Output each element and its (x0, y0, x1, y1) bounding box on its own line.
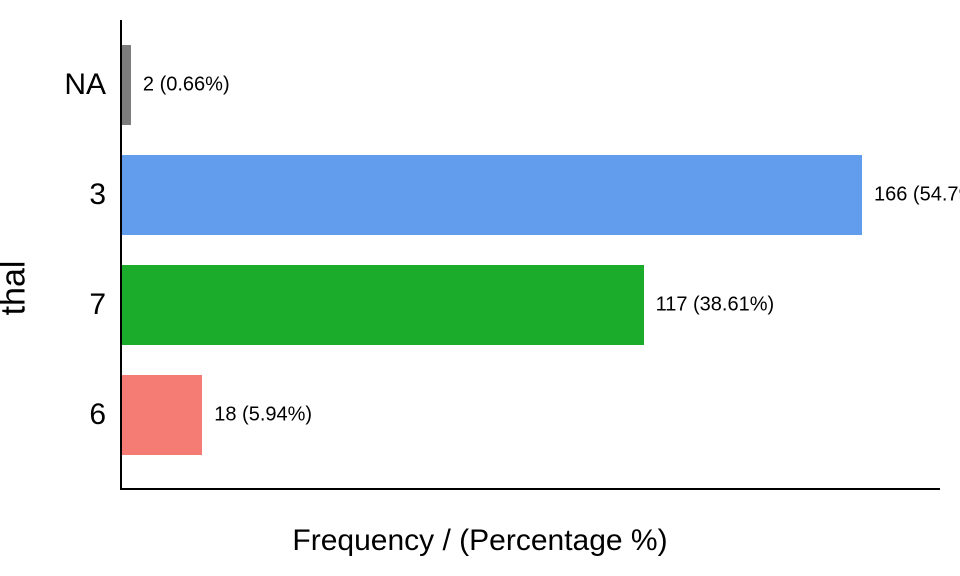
plot-area: NA 2 (0.66%) 3 166 (54.79%) 7 117 (38.61… (120, 20, 940, 490)
bar-6 (122, 375, 202, 455)
x-axis-label: Frequency / (Percentage %) (0, 524, 960, 558)
bar-7 (122, 265, 644, 345)
bar-na (122, 45, 131, 125)
category-label-3: 3 (89, 178, 106, 212)
category-label-6: 6 (89, 398, 106, 432)
category-label-na: NA (64, 68, 106, 102)
value-label-7: 117 (38.61%) (656, 294, 775, 317)
chart-container: thal NA 2 (0.66%) 3 166 (54.79%) 7 117 (… (0, 0, 960, 576)
value-label-6: 18 (5.94%) (214, 404, 312, 427)
y-axis-label: thal (0, 261, 34, 316)
value-label-na: 2 (0.66%) (143, 74, 230, 97)
bar-3 (122, 155, 862, 235)
x-axis-line (120, 488, 940, 490)
value-label-3: 166 (54.79%) (874, 184, 960, 207)
category-label-7: 7 (89, 288, 106, 322)
